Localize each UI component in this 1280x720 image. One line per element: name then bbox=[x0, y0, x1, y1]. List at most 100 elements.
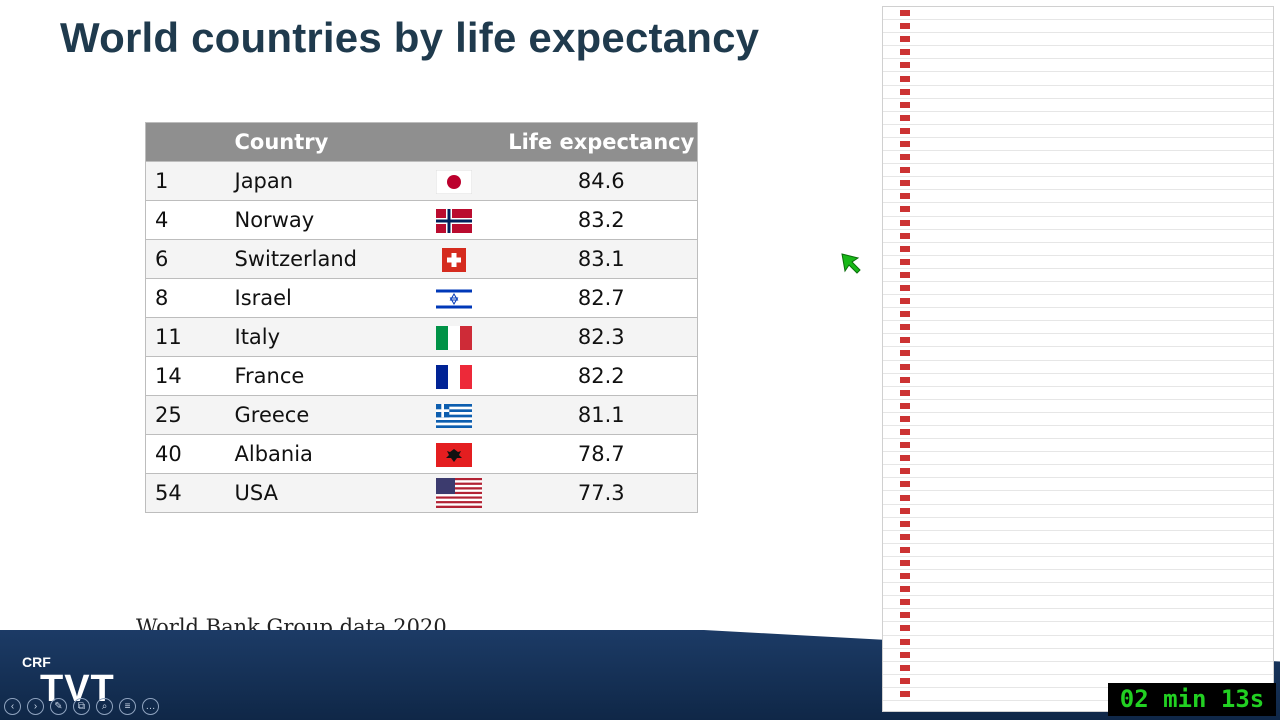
life-expectancy-cell: 82.3 bbox=[505, 317, 698, 357]
more-icon[interactable]: … bbox=[142, 698, 159, 715]
side-table-row bbox=[883, 387, 1273, 400]
life-expectancy-cell: 82.7 bbox=[505, 278, 698, 318]
flag-cell bbox=[435, 161, 506, 201]
rank-cell: 25 bbox=[145, 395, 226, 435]
timer: 02 min 13s bbox=[1108, 683, 1276, 716]
side-table-row bbox=[883, 177, 1273, 191]
side-table-row bbox=[883, 217, 1273, 230]
life-expectancy-table: Country Life expectancy 1 Japan 84.6 4 N… bbox=[145, 122, 698, 513]
side-table-row bbox=[883, 609, 1273, 623]
rank-cell: 6 bbox=[145, 239, 226, 279]
side-table-row bbox=[883, 596, 1273, 610]
table-row: 54 USA 77.3 bbox=[145, 473, 698, 513]
side-table-row bbox=[883, 439, 1273, 453]
italy-flag-icon bbox=[435, 325, 472, 350]
side-table-row bbox=[883, 46, 1273, 60]
menu-icon[interactable]: ≡ bbox=[119, 698, 136, 715]
side-table-row bbox=[883, 20, 1273, 34]
cursor-icon bbox=[838, 250, 864, 281]
albania-flag-icon bbox=[435, 442, 472, 467]
side-table-row bbox=[883, 518, 1273, 531]
israel-flag-icon bbox=[435, 286, 472, 311]
rank-cell: 11 bbox=[145, 317, 226, 357]
table-row: 25 Greece 81.1 bbox=[145, 395, 698, 435]
side-table-row bbox=[883, 426, 1273, 440]
flag-cell bbox=[435, 317, 506, 357]
side-table-row bbox=[883, 557, 1273, 571]
table-row: 40 Albania 78.7 bbox=[145, 434, 698, 474]
usa-flag-icon bbox=[435, 478, 482, 508]
side-table-row bbox=[883, 544, 1273, 557]
norway-flag-icon bbox=[435, 208, 472, 233]
side-table-row bbox=[883, 33, 1273, 47]
side-table-row bbox=[883, 361, 1273, 374]
life-expectancy-cell: 77.3 bbox=[505, 473, 698, 513]
side-table-row bbox=[883, 491, 1273, 505]
pen-icon[interactable]: ✎ bbox=[50, 698, 67, 715]
table-row: 8 Israel 82.7 bbox=[145, 278, 698, 318]
side-table-row bbox=[883, 59, 1273, 73]
side-table-row bbox=[883, 7, 1273, 21]
country-cell: Switzerland bbox=[225, 239, 436, 279]
side-table-row bbox=[883, 86, 1273, 99]
country-cell: Norway bbox=[225, 200, 436, 240]
country-cell: Israel bbox=[225, 278, 436, 318]
life-expectancy-cell: 83.1 bbox=[505, 239, 698, 279]
side-table-row bbox=[883, 295, 1273, 309]
header-country: Country bbox=[225, 122, 436, 162]
side-table-row bbox=[883, 675, 1273, 688]
side-table-row bbox=[883, 112, 1273, 125]
side-table-row bbox=[883, 347, 1273, 361]
side-table-row bbox=[883, 321, 1273, 335]
table-header-row: Country Life expectancy bbox=[145, 122, 698, 162]
zoom-icon[interactable]: ⌕ bbox=[96, 698, 113, 715]
side-table-row bbox=[883, 308, 1273, 322]
country-cell: France bbox=[225, 356, 436, 396]
greece-flag-icon bbox=[435, 403, 472, 428]
country-cell: USA bbox=[225, 473, 436, 513]
table-row: 11 Italy 82.3 bbox=[145, 317, 698, 357]
rank-cell: 8 bbox=[145, 278, 226, 318]
side-table-row bbox=[883, 243, 1273, 256]
copy-icon[interactable]: ⧉ bbox=[73, 698, 90, 715]
table-row: 1 Japan 84.6 bbox=[145, 161, 698, 201]
side-table-row bbox=[883, 138, 1273, 152]
crf-logo: CRF bbox=[22, 654, 51, 670]
side-table-row bbox=[883, 400, 1273, 413]
side-table-row bbox=[883, 662, 1273, 675]
france-flag-icon bbox=[435, 364, 472, 389]
side-table-row bbox=[883, 282, 1273, 296]
side-table-row bbox=[883, 203, 1273, 217]
side-table-row bbox=[883, 99, 1273, 112]
country-cell: Greece bbox=[225, 395, 436, 435]
side-table-row bbox=[883, 688, 1273, 701]
side-table-row bbox=[883, 452, 1273, 466]
flag-cell bbox=[435, 356, 506, 396]
rank-cell: 1 bbox=[145, 161, 226, 201]
side-table-row bbox=[883, 164, 1273, 178]
table-row: 6 Switzerland 83.1 bbox=[145, 239, 698, 279]
flag-cell bbox=[435, 200, 506, 240]
side-table-row bbox=[883, 413, 1273, 426]
country-cell: Albania bbox=[225, 434, 436, 474]
next-icon[interactable]: › bbox=[27, 698, 44, 715]
header-life-expectancy: Life expectancy bbox=[505, 122, 698, 162]
switzerland-flag-icon bbox=[436, 247, 472, 272]
table-row: 4 Norway 83.2 bbox=[145, 200, 698, 240]
header-flag bbox=[435, 122, 506, 162]
side-table-row bbox=[883, 269, 1273, 282]
life-expectancy-cell: 78.7 bbox=[505, 434, 698, 474]
side-table-row bbox=[883, 570, 1273, 584]
side-table-row bbox=[883, 256, 1273, 269]
side-table-row bbox=[883, 478, 1273, 492]
side-table-row bbox=[883, 531, 1273, 544]
country-cell: Japan bbox=[225, 161, 436, 201]
prev-icon[interactable]: ‹ bbox=[4, 698, 21, 715]
life-expectancy-cell: 81.1 bbox=[505, 395, 698, 435]
flag-cell bbox=[435, 434, 506, 474]
flag-cell bbox=[435, 278, 506, 318]
japan-flag-icon bbox=[435, 169, 472, 194]
flag-cell bbox=[435, 395, 506, 435]
side-table-row bbox=[883, 230, 1273, 243]
player-controls: ‹ › ✎ ⧉ ⌕ ≡ … bbox=[4, 698, 159, 715]
